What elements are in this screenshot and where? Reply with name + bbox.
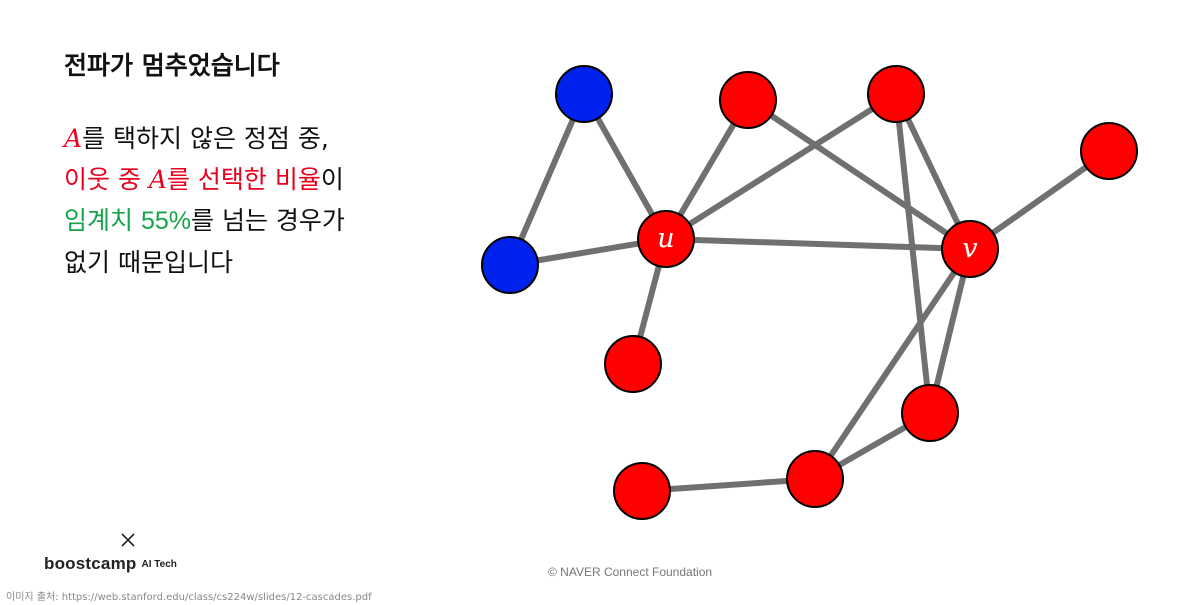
line-3-text: 를 넘는 경우가 [191, 206, 345, 235]
node-v [941, 220, 999, 278]
node-u [637, 210, 695, 268]
node-r_right [1080, 122, 1138, 180]
logo-main-text: boostcamp [44, 554, 137, 573]
node-r_left [613, 462, 671, 520]
node-b1 [555, 65, 613, 123]
node-label-u: u [657, 223, 674, 254]
logo-sub-text: AI Tech [141, 559, 177, 570]
line-2-red-start: 이웃 중 [64, 165, 149, 194]
explanation-text: A를 택하지 않은 정점 중, 이웃 중 A를 선택한 비율이 임계치 55%를… [64, 118, 345, 283]
line-2-red-end: 를 선택한 비율 [166, 165, 321, 194]
node-label-v: v [962, 233, 977, 264]
node-r_mid [604, 335, 662, 393]
node-b2 [481, 236, 539, 294]
boostcamp-logo: boostcamp AI Tech [44, 554, 177, 574]
edge-u-r_top2 [663, 91, 899, 242]
node-r_top2 [867, 65, 925, 123]
edge-r_top2-r_low [893, 91, 933, 416]
explanation-line-3: 임계치 55%를 넘는 경우가 [64, 200, 345, 242]
node-r_low [901, 384, 959, 442]
variable-a: A [64, 124, 83, 153]
line-1-text: 를 택하지 않은 정점 중, [82, 124, 329, 153]
edges-layer [507, 91, 1112, 494]
edge-b1-b2 [507, 91, 587, 268]
variable-a: A [148, 165, 167, 194]
image-source-text: 이미지 출처: https://web.stanford.edu/class/c… [6, 592, 372, 603]
copyright-text: © NAVER Connect Foundation [548, 565, 713, 579]
threshold-label: 임계치 [64, 206, 141, 235]
node-r_top1 [719, 71, 777, 129]
threshold-value: 55% [140, 207, 191, 235]
logo-x-icon [121, 533, 135, 547]
explanation-line-1: A를 택하지 않은 정점 중, [64, 118, 345, 159]
line-2-suffix: 이 [320, 165, 344, 194]
node-r_bot [786, 450, 844, 508]
slide-title: 전파가 멈추었습니다 [64, 51, 280, 80]
edge-v-r_bot [812, 246, 973, 482]
edge-r_top1-v [745, 97, 973, 252]
explanation-line-4: 없기 때문입니다 [64, 248, 233, 277]
edge-u-v [663, 236, 973, 252]
explanation-line-2: 이웃 중 A를 선택한 비율이 [64, 159, 345, 200]
